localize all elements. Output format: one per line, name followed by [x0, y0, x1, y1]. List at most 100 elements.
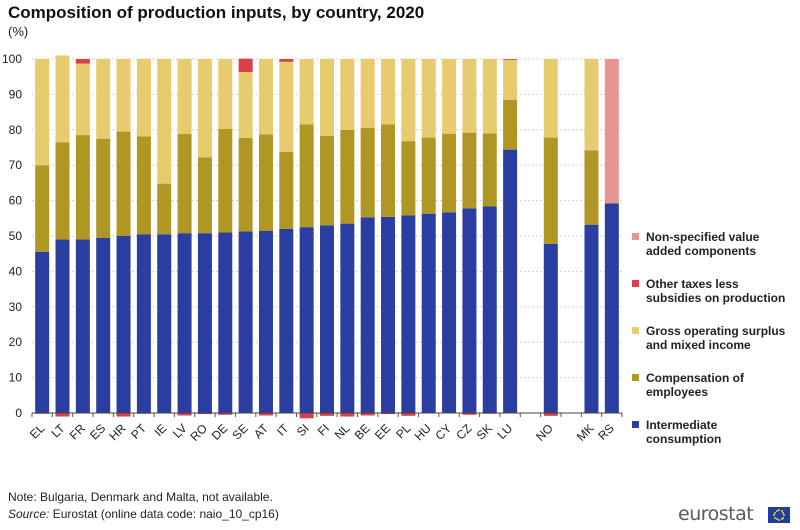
legend-item: Compensation of employees [632, 371, 800, 411]
x-tick-label: RS [595, 421, 617, 443]
legend-label-gross-operating-surplus: Gross operating surplus and mixed income [646, 324, 786, 352]
bar-segment [136, 234, 151, 413]
bar-segment [197, 157, 212, 234]
bar-segment [421, 213, 436, 413]
bar-segment [218, 232, 233, 413]
bar-segment [482, 59, 497, 134]
eu-flag-star [773, 511, 776, 514]
eu-flag-star [775, 518, 778, 521]
source-prefix: Source: [8, 507, 50, 521]
bar-segment [604, 59, 619, 204]
bar-segment [279, 59, 294, 62]
y-tick-label: 0 [15, 406, 22, 420]
bar-segment [543, 243, 558, 413]
x-tick-label: RO [187, 421, 210, 444]
bar-segment [381, 413, 396, 415]
bar-segment [360, 217, 375, 413]
y-tick-label: 50 [9, 229, 23, 243]
bar-segment [401, 141, 416, 216]
bar-segment [55, 413, 70, 417]
logo-text: eurostat [678, 503, 754, 525]
legend-label-other-taxes: Other taxes less subsidies on production [646, 277, 786, 305]
bar-segment [35, 251, 50, 413]
bar-segment [401, 59, 416, 142]
bar-segment [238, 58, 253, 73]
x-tick-label: DE [209, 421, 231, 443]
x-tick-label: FI [315, 421, 332, 438]
bar-segment [116, 413, 131, 417]
legend-item: Gross operating surplus and mixed income [632, 324, 800, 364]
bar-segment [258, 59, 273, 135]
bar-segment [299, 124, 314, 228]
bar-segment [197, 59, 212, 158]
bar-segment [116, 131, 131, 236]
bar-segment [462, 132, 477, 209]
x-tick-label: MK [574, 421, 597, 444]
x-tick-label: CY [433, 421, 455, 443]
bar-segment [442, 59, 457, 134]
bar-segment [157, 59, 172, 184]
bar-segment [503, 59, 518, 100]
bar-segment [462, 413, 477, 415]
x-tick-label: EL [27, 421, 48, 442]
bar-segment [238, 137, 253, 232]
eu-flag-star [782, 511, 785, 514]
bar-segment [299, 413, 314, 419]
bar-segment [381, 59, 396, 125]
y-tick-label: 90 [9, 87, 23, 101]
bar-segment [157, 234, 172, 413]
x-tick-label: CZ [453, 421, 474, 442]
chart-note: Note: Bulgaria, Denmark and Malta, not a… [8, 490, 273, 504]
x-tick-label: BE [352, 421, 373, 442]
legend-item: Intermediate consumption [632, 418, 800, 458]
bar-segment [421, 137, 436, 214]
y-tick-label: 80 [9, 123, 23, 137]
eu-flag-star [773, 514, 775, 516]
x-tick-label: PL [393, 421, 414, 442]
bar-segment [35, 59, 50, 166]
y-tick-label: 60 [9, 194, 23, 208]
bar-segment [401, 413, 416, 416]
bar-segment [136, 59, 151, 137]
bar-segment [96, 59, 111, 139]
bar-segment [503, 99, 518, 150]
bar-segment [116, 236, 131, 413]
legend-label-intermediate: Intermediate consumption [646, 418, 722, 446]
bar-segment [482, 206, 497, 413]
bar-segment [197, 233, 212, 413]
eu-flag-star [773, 516, 776, 519]
y-tick-label: 40 [9, 264, 23, 278]
bar-segment [258, 413, 273, 416]
bar-segment [503, 149, 518, 413]
chart-source: Source: Eurostat (online data code: naio… [8, 507, 279, 521]
bar-segment [279, 228, 294, 413]
bar-segment [218, 59, 233, 129]
bar-segment [218, 413, 233, 415]
x-tick-label: NL [332, 421, 353, 442]
x-tick-label: IE [151, 421, 169, 439]
bar-segment [177, 413, 192, 416]
bar-segment [35, 165, 50, 252]
bar-segment [604, 203, 619, 413]
x-tick-label: EE [372, 421, 393, 442]
legend-item: Non-specified value added components [632, 230, 800, 270]
x-tick-label: LV [170, 421, 190, 441]
bar-segment [55, 142, 70, 240]
eu-flag-icon [768, 507, 790, 523]
bar-segment [320, 225, 334, 413]
x-tick-label: LU [494, 421, 515, 442]
bar-segment [320, 413, 334, 416]
bar-segment [55, 55, 70, 143]
bar-segment [482, 133, 497, 207]
x-tick-label: AT [251, 421, 272, 442]
bar-segment [177, 59, 192, 135]
bar-segment [401, 215, 416, 413]
legend-label-compensation: Compensation of employees [646, 371, 744, 399]
bar-segment [75, 135, 90, 240]
bar-segment [584, 59, 599, 151]
bar-segment [543, 59, 558, 138]
bar-segment [340, 59, 355, 130]
bar-segment [116, 59, 131, 132]
x-tick-label: SK [474, 421, 495, 442]
